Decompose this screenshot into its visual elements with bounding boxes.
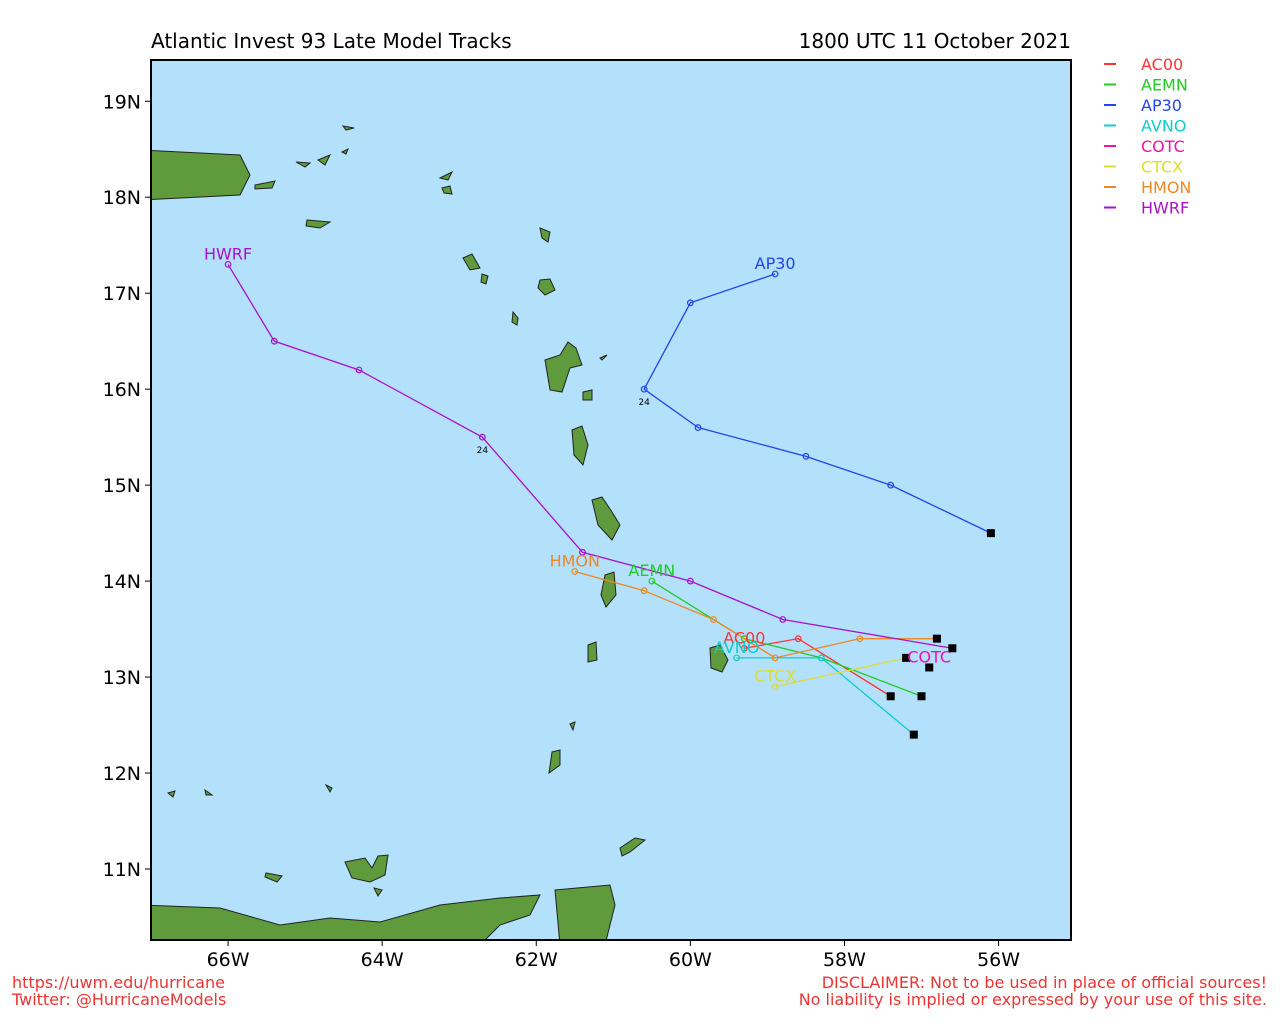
initial-position bbox=[948, 644, 957, 653]
track-point bbox=[771, 683, 779, 691]
track-line bbox=[574, 570, 937, 659]
track-line bbox=[227, 264, 953, 649]
track-point bbox=[740, 635, 748, 643]
track-point bbox=[579, 548, 586, 556]
track-label: CTCX bbox=[754, 667, 796, 686]
tracks bbox=[224, 261, 995, 739]
track-point bbox=[640, 587, 648, 595]
track-label: HMON bbox=[550, 551, 600, 570]
track-point bbox=[224, 261, 232, 268]
track-point bbox=[686, 299, 694, 307]
legend-label: AC00 bbox=[1141, 55, 1183, 74]
track-point bbox=[794, 635, 802, 643]
legend-label: COTC bbox=[1141, 137, 1185, 156]
x-tick-label: 58W bbox=[823, 949, 866, 971]
source-line: https://uwm.edu/hurricane bbox=[12, 973, 225, 992]
track-point bbox=[648, 577, 656, 585]
track-point bbox=[640, 385, 648, 393]
legend-label: AVNO bbox=[1141, 117, 1186, 136]
initial-position bbox=[932, 634, 941, 643]
disclaimer: No liability is implied or expressed by … bbox=[799, 990, 1267, 1009]
legend-label: AEMN bbox=[1141, 76, 1188, 95]
legend-label: AP30 bbox=[1141, 96, 1182, 115]
hour-label: 24 bbox=[477, 446, 489, 456]
track-point bbox=[270, 337, 278, 345]
hour-label: 24 bbox=[638, 398, 650, 408]
y-tick-label: 11N bbox=[103, 859, 141, 881]
y-tick-label: 13N bbox=[103, 667, 141, 689]
track-label: AEMN bbox=[628, 561, 675, 580]
source-line: Twitter: @HurricaneModels bbox=[11, 990, 226, 1009]
y-tick-label: 15N bbox=[103, 475, 141, 497]
track-label: COTC bbox=[907, 647, 951, 666]
track-point bbox=[733, 654, 740, 662]
sea bbox=[151, 60, 1071, 940]
x-tick-label: 66W bbox=[207, 949, 250, 971]
y-tick-label: 14N bbox=[103, 571, 141, 593]
track-point bbox=[817, 654, 825, 662]
legend-label: CTCX bbox=[1141, 158, 1183, 177]
track-point bbox=[740, 644, 748, 652]
legend-label: HWRF bbox=[1141, 199, 1189, 218]
track-line bbox=[736, 657, 915, 736]
chart-subtitle: 1800 UTC 11 October 2021 bbox=[799, 29, 1071, 53]
track-line bbox=[774, 657, 907, 688]
track-point bbox=[694, 424, 702, 431]
track-label: HWRF bbox=[204, 244, 252, 263]
legend-label: HMON bbox=[1141, 178, 1191, 197]
track-label: AC00 bbox=[723, 628, 765, 647]
initial-position bbox=[925, 663, 934, 672]
track-point bbox=[710, 616, 717, 623]
initial-position bbox=[986, 529, 995, 538]
track-point bbox=[779, 616, 787, 623]
track-point bbox=[571, 568, 579, 575]
track-point bbox=[771, 270, 779, 278]
disclaimer: DISCLAIMER: Not to be used in place of o… bbox=[822, 973, 1267, 992]
track-point bbox=[887, 481, 895, 489]
y-tick-label: 16N bbox=[103, 379, 141, 401]
y-tick-label: 18N bbox=[103, 187, 141, 209]
y-tick-label: 12N bbox=[103, 763, 141, 785]
track-line bbox=[643, 273, 992, 534]
x-tick-label: 64W bbox=[361, 949, 404, 971]
plot-frame bbox=[150, 59, 1072, 941]
track-point bbox=[771, 654, 779, 662]
x-tick-label: 56W bbox=[977, 949, 1020, 971]
x-tick-label: 60W bbox=[669, 949, 712, 971]
y-tick-label: 17N bbox=[103, 283, 141, 305]
y-tick-label: 19N bbox=[103, 91, 141, 113]
initial-position bbox=[909, 730, 918, 739]
land bbox=[151, 125, 729, 940]
track-point bbox=[355, 366, 363, 374]
track-point bbox=[802, 452, 810, 460]
track-label: AP30 bbox=[755, 254, 796, 273]
track-point bbox=[856, 635, 864, 643]
x-tick-label: 62W bbox=[515, 949, 558, 971]
track-label: AVNO bbox=[714, 638, 759, 657]
track-point bbox=[478, 433, 486, 441]
initial-position bbox=[917, 692, 926, 701]
initial-position bbox=[886, 692, 895, 701]
initial-position bbox=[902, 653, 911, 662]
chart-title: Atlantic Invest 93 Late Model Tracks bbox=[151, 29, 512, 53]
track-point bbox=[686, 577, 694, 585]
track-line bbox=[744, 637, 892, 697]
track-line bbox=[651, 580, 922, 697]
